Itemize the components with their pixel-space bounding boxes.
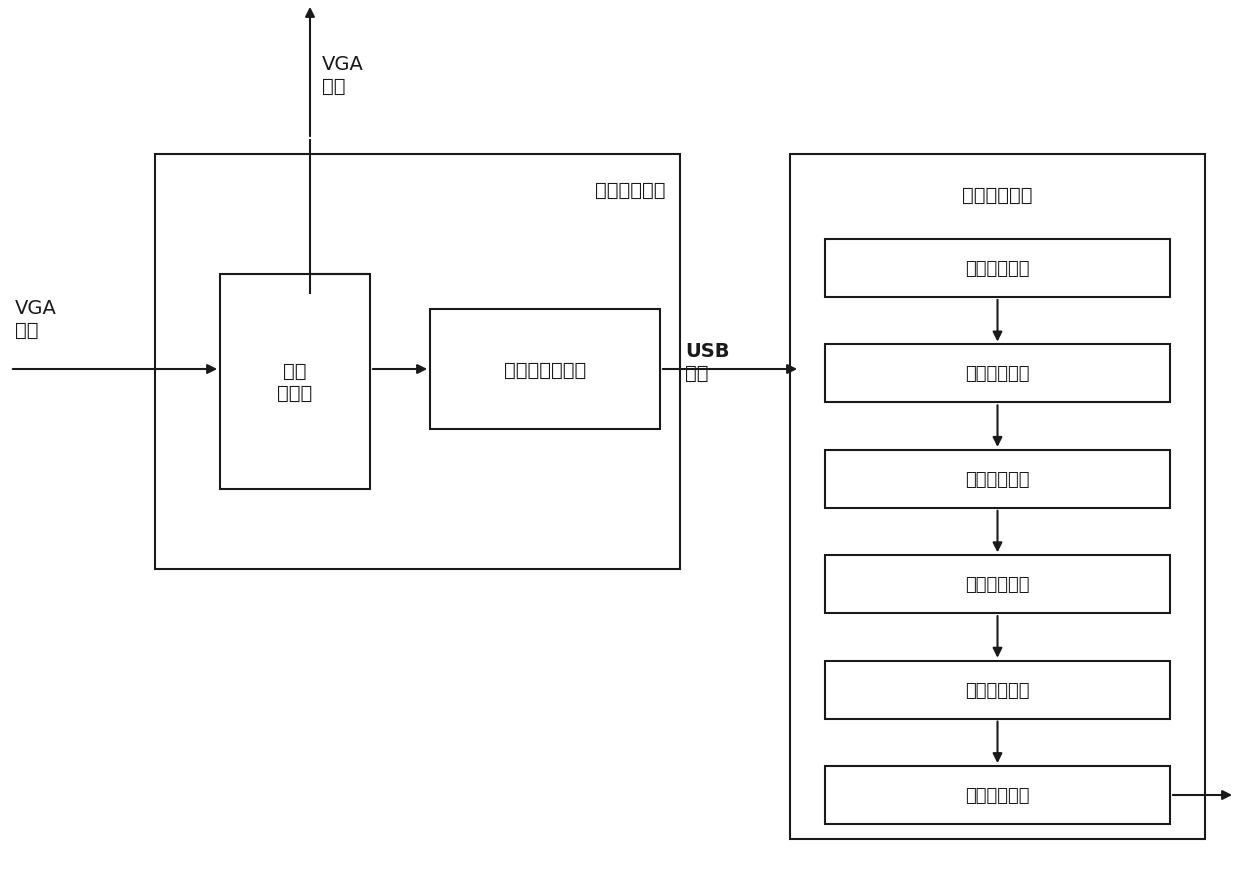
Text: VGA
信号: VGA 信号 <box>322 55 363 96</box>
Text: 信号分析转换器: 信号分析转换器 <box>503 360 587 379</box>
Bar <box>155 155 680 569</box>
Bar <box>790 155 1205 839</box>
Text: 字符识别装置: 字符识别装置 <box>962 185 1033 204</box>
Bar <box>825 766 1171 824</box>
Text: 信号
复制器: 信号 复制器 <box>278 361 312 403</box>
Text: 文件输出模块: 文件输出模块 <box>965 786 1029 804</box>
Text: VGA
信号: VGA 信号 <box>15 299 57 339</box>
Bar <box>825 450 1171 508</box>
Text: USB
信号: USB 信号 <box>684 342 729 382</box>
Text: 文件管理模块: 文件管理模块 <box>965 681 1029 699</box>
Bar <box>825 661 1171 719</box>
Bar <box>825 345 1171 403</box>
Bar <box>219 275 370 489</box>
Text: 图形对比模块: 图形对比模块 <box>965 575 1029 594</box>
Text: 信息分析装置: 信息分析装置 <box>594 181 665 199</box>
Bar <box>430 310 660 430</box>
Text: 图形分割模块: 图形分割模块 <box>965 365 1029 383</box>
Bar <box>825 555 1171 614</box>
Text: 图形抓取模块: 图形抓取模块 <box>965 260 1029 278</box>
Text: 字符识别模块: 字符识别模块 <box>965 470 1029 488</box>
Bar <box>825 239 1171 297</box>
